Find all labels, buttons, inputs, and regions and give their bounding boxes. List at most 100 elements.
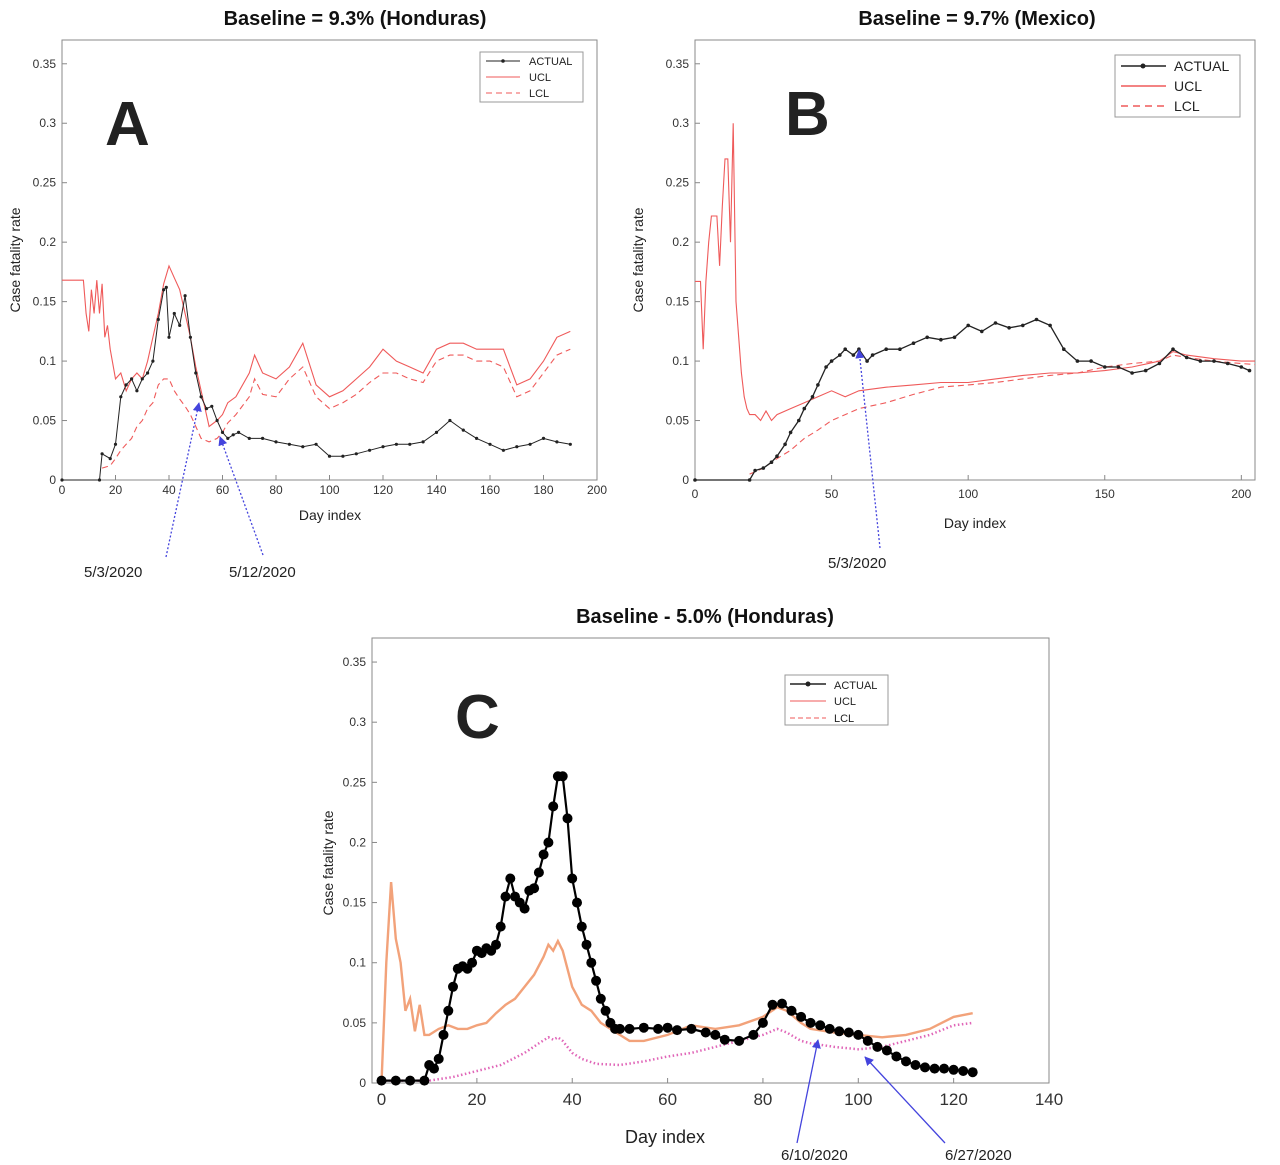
y-tick-label: 0.35 [343,655,367,669]
y-tick-label: 0.25 [666,176,690,190]
series-actual-point [747,478,752,482]
series-actual-point [653,1023,664,1034]
series-actual-point [761,466,766,470]
series-actual-point [939,337,943,342]
panel-a-x-axis-label: Day index [299,507,361,523]
series-actual-point [172,311,176,316]
series-actual-point [529,883,540,894]
series-lcl-line [381,1021,973,1082]
panel-c-annotation-2: 6/27/2020 [945,1147,1012,1164]
series-actual-point [925,335,929,340]
panel-a-y-axis-label: Case fatality rate [7,207,23,312]
y-tick-label: 0.35 [666,57,690,71]
series-actual-point [495,921,506,932]
series-actual-point [993,321,998,325]
x-tick-label: 140 [426,483,446,497]
series-actual-point [274,440,278,444]
panel-c-title: Baseline - 5.0% (Honduras) [576,606,834,628]
series-actual-point [461,428,465,432]
series-actual-point [843,1027,854,1038]
series-actual-point [543,837,554,848]
series-actual-point [505,873,516,884]
series-actual-point [898,347,902,352]
series-actual-point [226,436,230,440]
y-tick-label: 0.05 [343,1016,367,1030]
y-tick-label: 0.05 [666,414,690,428]
series-actual-point [135,389,139,393]
series-actual-point [693,478,697,482]
series-actual-point [810,395,815,399]
panel-c-legend-lcl: LCL [834,713,854,725]
x-tick-label: 80 [269,483,283,497]
series-actual-point [568,442,572,446]
x-tick-label: 200 [587,483,607,497]
series-actual-point [662,1022,673,1033]
series-actual-point [405,1075,416,1086]
series-actual-point [797,418,801,423]
series-actual-point [533,867,544,878]
panel-c-legend-ucl: UCL [834,696,856,708]
series-actual-point [215,418,219,423]
series-actual-point [834,1026,845,1037]
series-ucl-line [695,123,1255,422]
series-actual-point [829,359,834,363]
series-actual-point [1116,365,1121,369]
panel-c-plot-area [371,637,1050,1084]
series-actual-point [857,347,861,352]
series-actual-point [237,430,241,434]
series-actual-point [734,1035,745,1046]
y-tick-label: 0.3 [672,116,689,130]
y-tick-label: 0.3 [349,715,366,729]
series-lcl-line [101,348,571,469]
series-actual-point [672,1025,683,1036]
series-actual-point [624,1023,635,1034]
x-tick-label: 180 [533,483,553,497]
series-actual-point [548,801,559,812]
series-actual-point [748,1029,759,1040]
series-actual-point [151,359,155,363]
y-tick-label: 0 [49,473,56,487]
series-actual-point [948,1064,959,1075]
y-tick-label: 0.15 [343,896,367,910]
series-actual-point [700,1027,711,1038]
series-actual-point [881,1045,892,1056]
panel-b-legend: ACTUAL UCL LCL [1114,54,1241,118]
series-actual-point [595,993,606,1004]
x-tick-label: 100 [844,1090,872,1109]
y-tick-label: 0 [682,473,689,487]
series-actual-point [796,1011,807,1022]
series-actual-point [60,478,64,482]
series-actual-point [958,1066,969,1076]
series-actual-point [261,436,265,440]
x-tick-label: 40 [162,483,176,497]
series-ucl-line [380,882,973,1084]
series-actual-point [1048,323,1052,328]
series-actual-point [920,1062,930,1073]
y-tick-label: 0.1 [672,354,689,368]
series-actual-point [376,1075,387,1086]
series-actual-point [327,454,332,458]
series-actual-point [1171,347,1175,352]
series-actual-point [870,353,875,357]
series-actual-line [695,318,1250,481]
y-tick-label: 0.25 [343,775,367,789]
series-actual-point [1157,361,1162,366]
x-tick-label: 150 [1095,487,1115,501]
panel-b-label: B [785,80,830,149]
y-tick-label: 0.2 [39,235,56,249]
series-actual-point [901,1056,911,1067]
series-actual-point [538,849,549,860]
panel-b-legend-actual: ACTUAL [1174,58,1229,74]
x-tick-label: 20 [109,483,123,497]
series-actual-point [769,460,774,465]
panel-c: Baseline - 5.0% (Honduras) C Day index C… [320,606,1063,1164]
series-actual-point [581,939,592,950]
x-tick-label: 160 [480,483,500,497]
series-actual-point [838,353,842,357]
x-tick-label: 0 [59,483,66,497]
series-actual-point [419,1075,430,1086]
panel-a-annotation-arrow-2 [218,436,264,556]
x-tick-label: 20 [467,1090,486,1109]
x-tick-label: 100 [958,487,978,501]
